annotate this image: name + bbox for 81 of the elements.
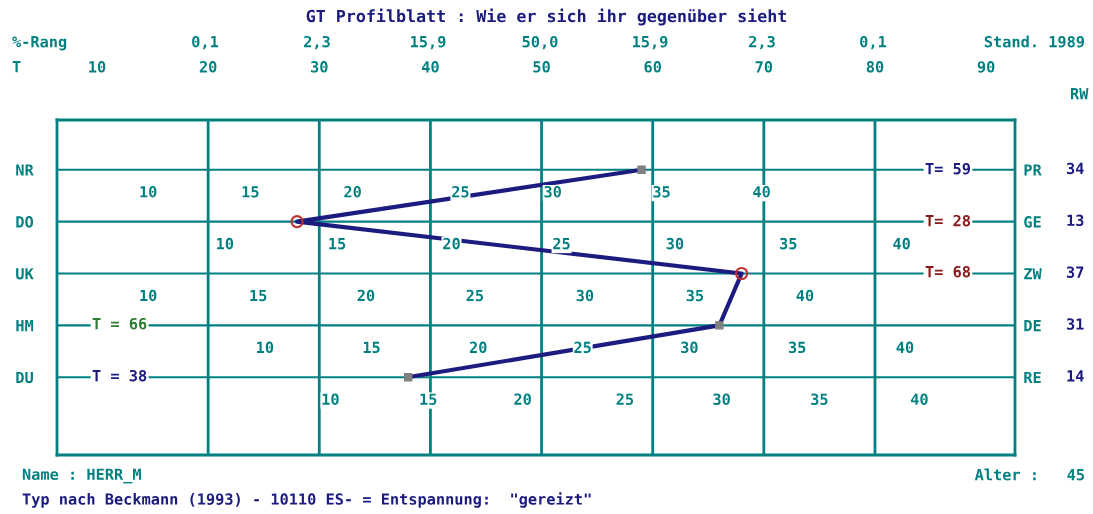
text: 2,3	[749, 35, 775, 50]
y-tick-label: UK	[16, 268, 34, 280]
annotation: 40	[796, 289, 814, 302]
annotation: 30	[713, 393, 730, 405]
text: 13	[1067, 214, 1084, 227]
x-tick-label: 50	[533, 61, 550, 73]
text: 34	[1066, 162, 1084, 175]
y2-tick-label: RE	[1024, 371, 1041, 384]
annotation: T= 68	[925, 265, 971, 278]
text: Name : HERR_M	[22, 468, 141, 484]
x-tick-label: 10	[89, 61, 106, 73]
point	[735, 266, 749, 281]
x-tick-label: 80	[866, 61, 884, 73]
annotation: 20	[514, 393, 531, 405]
text: Alter : 45	[974, 468, 1084, 481]
text: 0,1	[860, 35, 887, 50]
annotation: 20	[344, 186, 361, 198]
annotation: 25	[452, 186, 469, 198]
y-tick-label: DO	[16, 216, 34, 228]
annotation: 10	[140, 289, 157, 302]
text: RW	[1070, 88, 1089, 100]
annotation: 25	[616, 393, 634, 405]
text: Stand. 1989	[984, 35, 1085, 48]
text: 14	[1067, 370, 1084, 382]
annotation: 35	[811, 393, 828, 405]
text: 31	[1066, 318, 1084, 330]
annotation: 15	[329, 238, 346, 250]
annotation: 35	[653, 186, 670, 198]
x-tick-label: 60	[644, 61, 661, 73]
text: Typ nach Beckmann (1993) - 10110 ES- = Entspannung: "gereizt"	[22, 492, 591, 508]
annotation: 40	[893, 237, 910, 250]
y2-tick-label: DE	[1024, 320, 1041, 332]
annotation: 25	[553, 237, 570, 250]
x-tick-label: 30	[311, 61, 328, 73]
text: 2,3	[304, 35, 330, 50]
annotation: 35	[686, 289, 704, 302]
x-axis-title: T	[12, 61, 21, 73]
text: 15,9	[411, 35, 446, 50]
annotation: 15	[250, 289, 267, 302]
annotation: 30	[576, 289, 594, 302]
annotation: 25	[574, 341, 591, 354]
annotation: T= 28	[925, 214, 971, 227]
text: 37	[1066, 266, 1084, 278]
text: 50,0	[522, 35, 558, 50]
annotation: 20	[357, 289, 375, 302]
x-tick-label: 40	[421, 61, 439, 73]
annotation: 35	[780, 237, 797, 250]
annotation: 10	[322, 393, 339, 405]
text: 15,9	[633, 35, 668, 50]
annotation: 30	[544, 186, 561, 198]
y2-tick-label: PR	[1024, 164, 1042, 176]
annotation: 35	[788, 341, 806, 354]
point	[290, 215, 304, 229]
annotation: 15	[242, 186, 259, 198]
x-tick-label: 90	[977, 61, 995, 73]
text: 0,1	[192, 35, 219, 50]
annotation: 40	[753, 186, 770, 198]
annotation: 40	[896, 341, 914, 354]
annotation: 40	[910, 393, 928, 405]
y-tick-label: NR	[16, 164, 34, 176]
x-tick-label: 20	[199, 61, 217, 73]
annotation: 25	[466, 289, 484, 302]
annotation: 15	[363, 341, 380, 354]
annotation: T= 59	[925, 162, 971, 175]
y-tick-label: HM	[16, 320, 34, 332]
annotation: 20	[443, 237, 460, 250]
y2-tick-label: GE	[1024, 216, 1041, 228]
annotation: 30	[666, 237, 684, 250]
annotation: 15	[420, 393, 437, 405]
text: %-Rang	[12, 36, 67, 51]
annotation: 10	[217, 237, 234, 250]
annotation: 20	[469, 341, 487, 354]
annotation: T = 66	[92, 317, 147, 330]
chart-title: GT Profilblatt : Wie er sich ihr gegenüber sieht	[306, 8, 787, 26]
annotation: 10	[140, 186, 157, 198]
x-tick-label: 70	[755, 61, 773, 73]
y2-tick-label: ZW	[1024, 268, 1042, 280]
y-tick-label: DU	[16, 371, 33, 384]
annotation: 10	[257, 341, 274, 354]
annotation: 30	[681, 341, 698, 354]
annotation: T = 38	[92, 369, 147, 382]
